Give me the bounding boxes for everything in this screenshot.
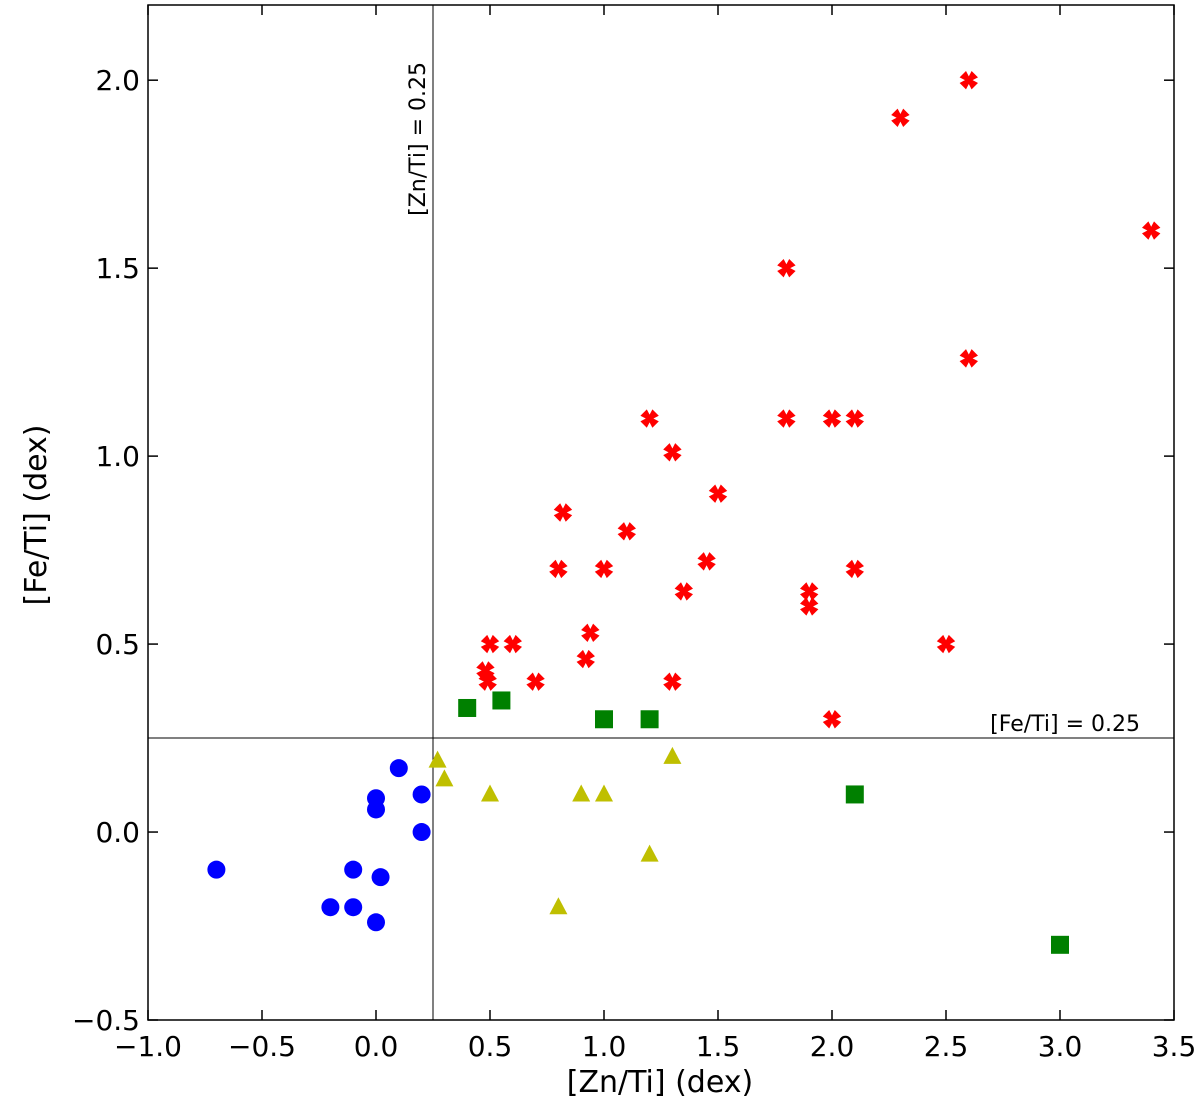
blue-circle-point — [344, 898, 363, 917]
red-cross-point — [936, 634, 956, 654]
red-cross-point — [845, 559, 864, 579]
red-cross-point — [959, 70, 978, 90]
yellow-triangle-point — [572, 784, 591, 802]
red-cross-point — [800, 597, 819, 616]
red-cross-point — [845, 409, 864, 428]
red-cross-point — [891, 108, 910, 127]
x-axis-title: [Zn/Ti] (dex) — [567, 1065, 754, 1100]
y-tick-label: 1.0 — [95, 440, 140, 473]
red-cross-point — [549, 559, 568, 579]
x-tick-label: −0.5 — [228, 1030, 296, 1063]
x-tick-label: −1.0 — [114, 1030, 182, 1063]
reference-lines — [148, 5, 1174, 1020]
red-cross-point — [822, 409, 842, 428]
blue-circle-point — [412, 785, 431, 804]
green-square-point — [845, 785, 864, 804]
blue-circle-point — [321, 898, 340, 917]
red-cross-point — [822, 710, 842, 729]
yellow-triangle-point — [595, 784, 613, 802]
blue-circle-point — [367, 800, 385, 819]
y-tick-label: 0.0 — [95, 816, 140, 849]
hline-annotation: [Fe/Ti] = 0.25 — [990, 712, 1140, 737]
green-square-point — [458, 698, 477, 717]
yellow-triangle-point — [663, 746, 682, 764]
blue-circle-point — [389, 759, 408, 778]
yellow-triangle-point — [481, 784, 499, 802]
y-tick-label: −0.5 — [72, 1004, 140, 1037]
y-tick-label: 2.0 — [95, 64, 140, 97]
blue-circle-point — [207, 860, 226, 879]
x-tick-label: 1.5 — [696, 1030, 741, 1063]
x-tick-label: 0.5 — [468, 1030, 513, 1063]
red-cross-point — [697, 552, 716, 571]
green-square-point — [595, 710, 613, 729]
red-cross-point — [526, 672, 545, 691]
x-tick-label: 2.0 — [810, 1030, 855, 1063]
red-cross-point — [480, 634, 500, 654]
red-cross-point — [478, 672, 497, 691]
red-cross-point — [1142, 221, 1161, 240]
red-cross-point — [708, 484, 728, 503]
blue-circle-point — [344, 860, 363, 879]
red-cross-point — [777, 258, 796, 278]
blue-circle-point — [371, 868, 390, 887]
red-cross-point — [617, 522, 636, 541]
red-cross-point — [800, 582, 819, 601]
x-tick-label: 3.5 — [1152, 1030, 1197, 1063]
green-square-point — [492, 691, 511, 710]
red-cross-point — [674, 582, 693, 601]
x-tick-label: 3.0 — [1038, 1030, 1083, 1063]
plot-frame — [147, 4, 1175, 1021]
red-cross-point — [553, 503, 573, 522]
x-tick-label: 0.0 — [354, 1030, 399, 1063]
red-cross-point — [663, 443, 682, 462]
yellow-triangle-point — [428, 750, 447, 768]
red-cross-point — [777, 409, 796, 428]
yellow-triangle-point — [435, 769, 454, 787]
yellow-triangle-point — [549, 897, 568, 915]
blue-circle-point — [412, 823, 431, 842]
y-tick-label: 0.5 — [95, 628, 140, 661]
green-square-point — [1051, 935, 1069, 954]
red-cross-point — [663, 672, 682, 691]
red-cross-point — [594, 559, 614, 579]
red-cross-point — [503, 634, 522, 654]
y-axis-title: [Fe/Ti] (dex) — [19, 425, 54, 606]
blue-circle-point — [367, 913, 385, 932]
red-cross-point — [640, 409, 659, 428]
x-tick-label: 1.0 — [582, 1030, 627, 1063]
yellow-triangle-point — [640, 844, 659, 862]
x-tick-label: 2.5 — [924, 1030, 969, 1063]
red-cross-point — [959, 349, 978, 368]
axis-ticks: −1.0 −0.5 0.0 0.5 1.0 1.5 2.0 2.5 3.0 3.5−0.50.00… — [72, 5, 1196, 1063]
vline-annotation: [Zn/Ti] = 0.25 — [406, 62, 431, 216]
red-cross-point — [576, 649, 595, 669]
y-tick-label: 1.5 — [95, 252, 140, 285]
green-square-point — [640, 710, 659, 729]
data-points — [207, 70, 1161, 954]
red-cross-point — [581, 623, 600, 642]
